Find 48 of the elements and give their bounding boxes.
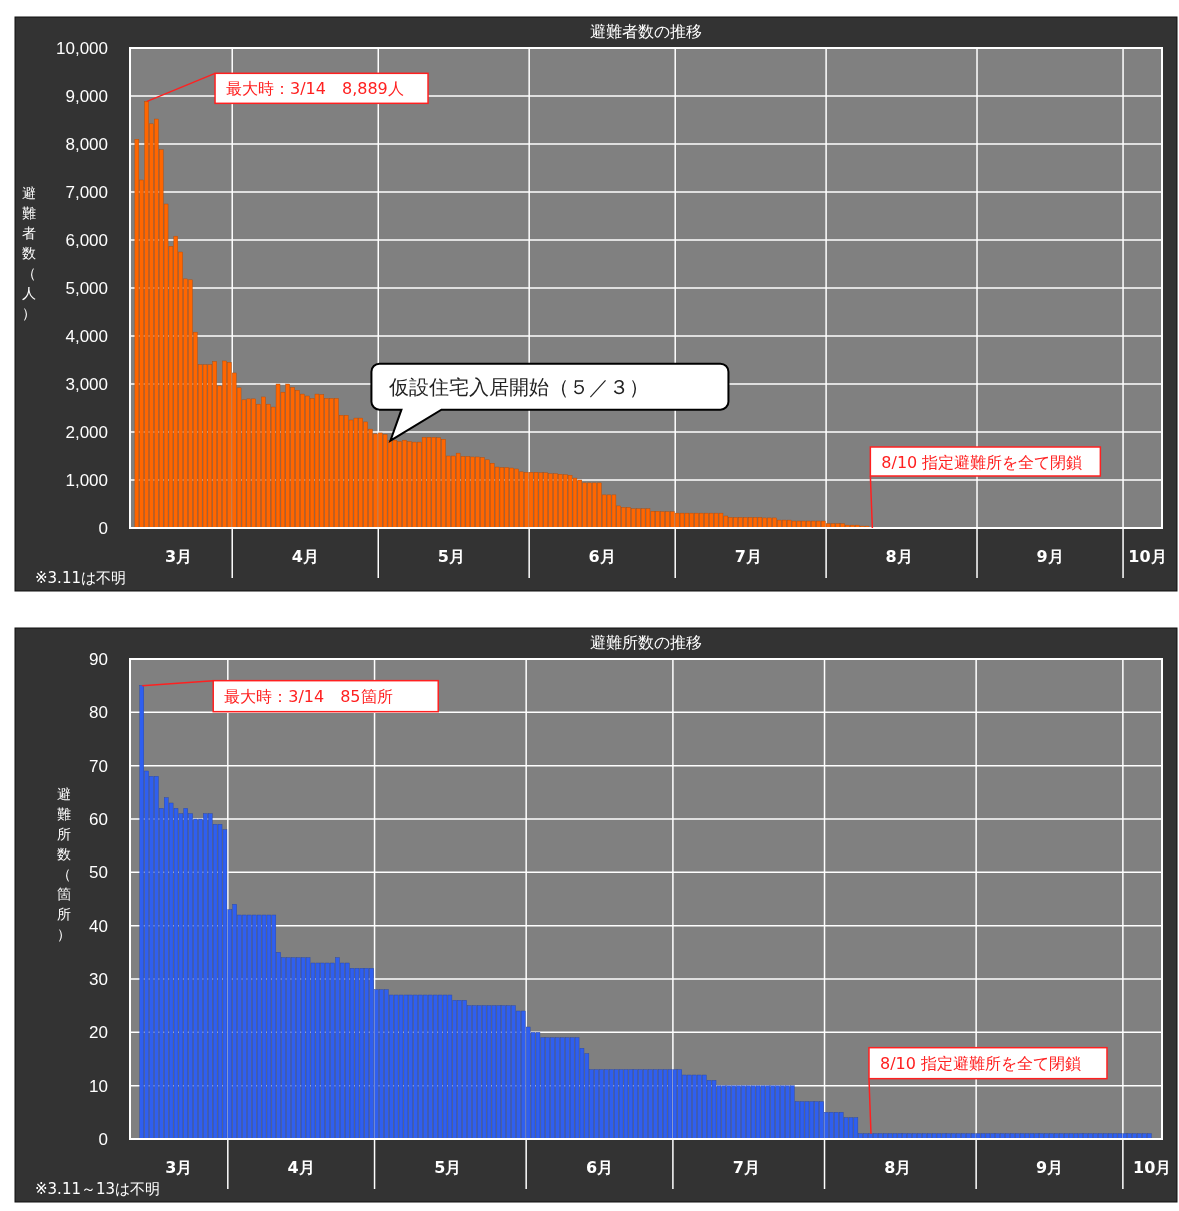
- annotation: 最大時：3/14 85箇所: [224, 687, 393, 707]
- annotation: 最大時：3/14 8,889人: [226, 79, 404, 99]
- chart-title: 避難所数の推移: [590, 633, 702, 652]
- y-tick-label: 0: [98, 1130, 108, 1149]
- y-tick-label: 50: [89, 863, 108, 883]
- y-tick-label: 6,000: [65, 231, 108, 250]
- text: ※3.11～13は不明: [35, 1180, 161, 1198]
- y-tick-label: 8,000: [65, 135, 108, 154]
- x-tick-label: 5月: [437, 547, 465, 566]
- y-tick-label: 7,000: [65, 183, 108, 202]
- y-tick-label: 3,000: [65, 375, 108, 394]
- annotation: 8/10 指定避難所を全て閉鎖: [881, 452, 1083, 472]
- y-tick-label: 90: [89, 650, 108, 669]
- annotation: 仮設住宅入居開始（５／３）: [388, 374, 650, 399]
- y-tick-label: 2,000: [65, 423, 108, 442]
- chart-title: 避難者数の推移: [590, 22, 702, 41]
- x-tick-label: 4月: [291, 547, 319, 566]
- y-tick-label: 9,000: [65, 87, 108, 106]
- y-tick-label: 0: [98, 519, 108, 538]
- x-tick-label: 6月: [588, 547, 616, 566]
- x-tick-label: 5月: [434, 1158, 462, 1177]
- y-tick-label: 30: [89, 970, 108, 989]
- text: ※3.11は不明: [35, 569, 126, 587]
- y-tick-label: 40: [89, 916, 108, 936]
- y-axis-title: 避難者数（人）: [22, 185, 36, 321]
- x-tick-label: 8月: [885, 547, 913, 566]
- x-tick-label: 7月: [734, 547, 762, 566]
- x-tick-label: 6月: [585, 1158, 614, 1177]
- y-axis-title: 避難所数（箇所）: [57, 786, 71, 942]
- y-tick-label: 4,000: [65, 327, 108, 346]
- y-tick-label: 60: [89, 810, 108, 829]
- x-tick-label: 10月: [1128, 547, 1167, 566]
- x-tick-label: 3月: [165, 547, 193, 566]
- x-tick-label: 9月: [1036, 547, 1064, 566]
- y-tick-label: 1,000: [65, 471, 108, 490]
- x-tick-label: 10月: [1133, 1158, 1172, 1177]
- y-tick-label: 10,000: [56, 39, 108, 58]
- y-tick-label: 70: [89, 756, 108, 776]
- x-tick-label: 9月: [1035, 1158, 1064, 1177]
- y-tick-label: 5,000: [65, 279, 108, 298]
- y-tick-label: 20: [89, 1023, 108, 1043]
- x-tick-label: 3月: [165, 1158, 193, 1177]
- y-tick-label: 10: [89, 1076, 108, 1096]
- annotation: 8/10 指定避難所を全て閉鎖: [879, 1054, 1081, 1074]
- x-tick-label: 4月: [287, 1158, 315, 1177]
- y-tick-label: 80: [89, 703, 108, 723]
- x-tick-label: 8月: [884, 1158, 912, 1177]
- x-tick-label: 7月: [732, 1158, 760, 1177]
